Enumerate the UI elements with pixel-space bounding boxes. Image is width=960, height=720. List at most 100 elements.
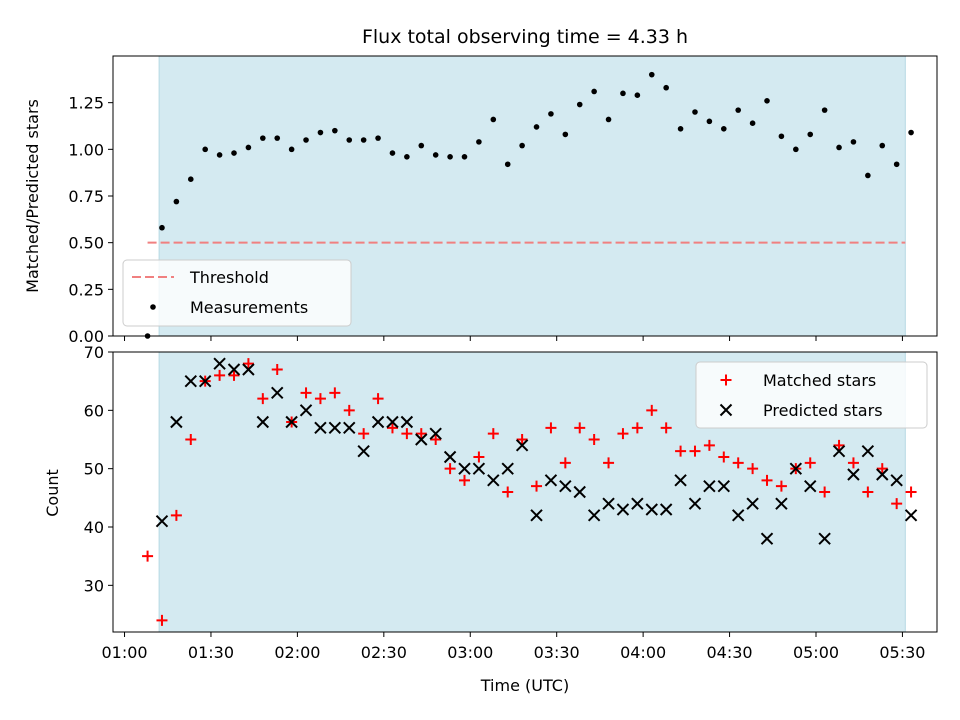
x-tick-label: 02:30 bbox=[361, 643, 407, 662]
predicted-star-point bbox=[804, 479, 817, 493]
predicted-star-point bbox=[271, 386, 284, 400]
x-tick-label: 01:00 bbox=[101, 643, 147, 662]
x-tick-label: 02:00 bbox=[274, 643, 320, 662]
measurement-point bbox=[187, 176, 194, 182]
predicted-star-point bbox=[587, 509, 601, 522]
predicted-star-point bbox=[242, 363, 255, 376]
matched-star-point bbox=[444, 463, 456, 475]
predicted-star-point bbox=[415, 433, 428, 446]
y-tick-label: 0.50 bbox=[68, 234, 104, 253]
matched-star-point bbox=[603, 457, 615, 469]
y-tick-label: 60 bbox=[84, 401, 104, 420]
predicted-star-point bbox=[861, 444, 875, 458]
y-tick-label: 50 bbox=[84, 460, 104, 479]
matched-star-point bbox=[703, 439, 715, 451]
measurement-point bbox=[620, 90, 626, 97]
matched-star-point bbox=[574, 422, 586, 434]
legend-measurements-label: Measurements bbox=[190, 298, 308, 317]
matched-star-point bbox=[430, 434, 442, 445]
matched-star-point bbox=[502, 486, 514, 498]
predicted-star-point bbox=[559, 479, 572, 493]
matched-star-point bbox=[617, 428, 629, 440]
chart-title: Flux total observing time = 4.33 h bbox=[362, 26, 688, 48]
predicted-star-point bbox=[573, 485, 586, 499]
measurement-point bbox=[865, 172, 871, 179]
predicted-star-point bbox=[371, 415, 385, 429]
measurement-point bbox=[648, 71, 655, 78]
matched-star-point bbox=[905, 486, 917, 498]
predicted-star-point bbox=[544, 474, 558, 487]
predicted-star-point bbox=[789, 462, 803, 475]
predicted-star-point bbox=[227, 363, 241, 376]
predicted-star-point bbox=[328, 421, 342, 435]
matched-star-point bbox=[747, 463, 759, 475]
predicted-star-point bbox=[357, 444, 370, 458]
measurement-point bbox=[418, 142, 425, 149]
measurement-point bbox=[663, 84, 669, 91]
measurement-point bbox=[375, 135, 381, 141]
measurement-point bbox=[908, 129, 914, 136]
measurement-point bbox=[634, 92, 641, 98]
matched-star-point bbox=[473, 451, 485, 463]
measurement-point bbox=[504, 161, 511, 168]
measurement-point bbox=[360, 137, 367, 143]
matched-star-point bbox=[329, 387, 341, 399]
y-tick-label: 70 bbox=[84, 343, 104, 362]
measurement-point bbox=[576, 101, 583, 108]
matched-star-point bbox=[819, 486, 831, 498]
predicted-star-point bbox=[703, 479, 716, 493]
matched-star-point bbox=[214, 369, 226, 381]
predicted-star-point bbox=[198, 374, 212, 388]
measurement-point bbox=[706, 118, 713, 125]
x-tick-label: 03:00 bbox=[447, 643, 493, 662]
matched-star-point bbox=[185, 434, 197, 445]
x-tick-label: 04:30 bbox=[707, 643, 753, 662]
predicted-star-point bbox=[314, 421, 327, 435]
y-tick-label: 1.25 bbox=[68, 94, 104, 113]
measurement-point bbox=[317, 129, 324, 136]
measurement-point bbox=[288, 146, 295, 153]
x-tick-label: 05:30 bbox=[879, 643, 925, 662]
measurement-point bbox=[807, 131, 814, 138]
predicted-star-point bbox=[832, 444, 846, 458]
matched-star-point bbox=[156, 614, 168, 626]
matched-star-point bbox=[862, 486, 874, 498]
matched-star-point bbox=[487, 428, 499, 440]
measurement-point bbox=[447, 154, 453, 160]
predicted-star-point bbox=[746, 497, 759, 510]
predicted-star-point bbox=[876, 468, 889, 481]
x-tick-label: 05:00 bbox=[793, 643, 839, 662]
bottom-y-axis-label: Count bbox=[43, 469, 62, 517]
measurement-point bbox=[216, 152, 223, 158]
matched-star-point bbox=[314, 393, 326, 405]
matched-star-point bbox=[847, 457, 859, 469]
matched-star-point bbox=[761, 474, 773, 486]
measurement-point bbox=[879, 142, 886, 149]
matched-star-point bbox=[718, 451, 730, 463]
matched-star-point bbox=[300, 387, 312, 399]
predicted-star-point bbox=[458, 462, 471, 475]
measurement-point bbox=[231, 150, 237, 156]
predicted-star-point bbox=[213, 357, 226, 370]
legend-measurements-swatch bbox=[150, 304, 156, 310]
matched-star-point bbox=[675, 445, 687, 457]
measurement-point bbox=[836, 144, 842, 151]
matched-star-point bbox=[545, 422, 557, 434]
predicted-star-point bbox=[775, 497, 788, 510]
predicted-star-point bbox=[429, 427, 442, 440]
predicted-star-point bbox=[645, 503, 658, 516]
matched-star-point bbox=[531, 480, 543, 492]
matched-star-point bbox=[732, 457, 744, 469]
predicted-star-point bbox=[847, 468, 860, 481]
predicted-star-point bbox=[515, 439, 529, 452]
predicted-star-point bbox=[890, 474, 903, 487]
measurement-point bbox=[404, 154, 410, 160]
measurement-point bbox=[346, 137, 353, 143]
bottom-plot-panel: 01:00 01:30 02:00 02:30 03:00 03:30 04:00 04:30… bbox=[84, 343, 938, 662]
matched-star-point bbox=[891, 498, 903, 510]
predicted-star-point bbox=[400, 415, 414, 429]
bottom-legend: Matched stars Predicted stars bbox=[695, 361, 928, 429]
predicted-star-point bbox=[659, 503, 673, 516]
predicted-star-point bbox=[343, 421, 356, 435]
